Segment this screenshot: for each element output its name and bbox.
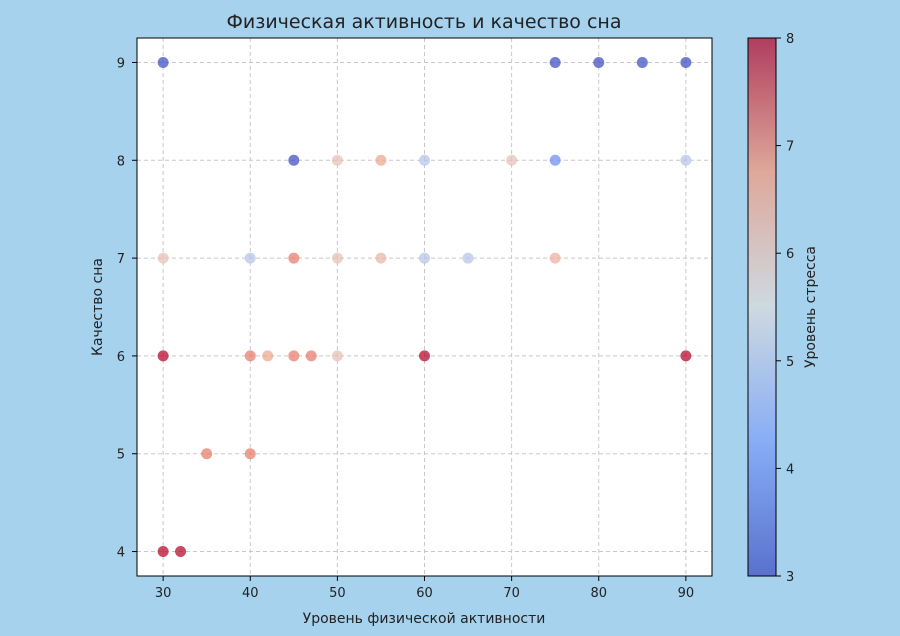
data-point (419, 350, 430, 362)
y-tick-label: 4 (117, 546, 125, 561)
data-point (288, 252, 300, 264)
y-tick-label: 9 (117, 56, 125, 71)
data-point (331, 154, 343, 166)
chart-title: Физическая активность и качество сна (227, 11, 622, 33)
colorbar-tick-label: 5 (786, 355, 794, 370)
x-tick-label: 70 (503, 586, 520, 601)
data-point (244, 350, 256, 362)
x-tick-label: 60 (416, 586, 433, 601)
data-point (157, 252, 169, 264)
data-point (549, 56, 561, 68)
y-tick-label: 5 (117, 448, 125, 463)
colorbar-tick-label: 6 (786, 247, 794, 262)
data-point (680, 350, 692, 362)
data-point (244, 252, 256, 264)
data-point (157, 546, 169, 558)
x-tick-label: 50 (329, 586, 346, 601)
data-point (680, 154, 692, 166)
data-point (549, 154, 561, 166)
data-point (636, 56, 648, 68)
x-axis-label: Уровень физической активности (303, 611, 546, 627)
colorbar-tick-label: 3 (786, 570, 794, 585)
colorbar-tick-label: 8 (786, 32, 794, 47)
colorbar (747, 37, 777, 577)
data-point (157, 56, 169, 68)
data-point (462, 252, 474, 264)
colorbar-tick-label: 4 (786, 462, 794, 477)
y-tick-label: 7 (117, 252, 125, 267)
x-tick-label: 90 (678, 586, 695, 601)
data-point (419, 252, 430, 264)
data-point (288, 350, 300, 362)
data-point (331, 350, 343, 362)
x-tick-label: 80 (590, 586, 607, 601)
colorbar-ticks: 3 4 5 6 7 8 (776, 32, 794, 585)
data-point (157, 350, 169, 362)
data-point (305, 350, 317, 362)
data-point (680, 56, 692, 68)
data-point (175, 546, 187, 558)
data-point (262, 350, 274, 362)
y-tick-label: 8 (117, 154, 125, 169)
data-point (244, 448, 256, 460)
data-point (419, 154, 430, 166)
y-tick-label: 6 (117, 350, 125, 365)
data-point (288, 154, 300, 166)
y-ticks: 4 5 6 7 8 9 (117, 56, 137, 561)
data-point (375, 154, 387, 166)
x-tick-label: 40 (242, 586, 259, 601)
colorbar-tick-label: 7 (786, 140, 794, 155)
x-ticks: 30 40 50 60 70 80 90 (155, 576, 694, 601)
x-tick-label: 30 (155, 586, 172, 601)
y-axis-label: Качество сна (90, 258, 106, 356)
data-point (506, 154, 518, 166)
data-point (201, 448, 213, 460)
data-point (593, 56, 605, 68)
data-point (331, 252, 343, 264)
data-point (549, 252, 561, 264)
data-points (157, 56, 692, 558)
data-point (375, 252, 387, 264)
colorbar-label: Уровень стресса (803, 246, 819, 368)
